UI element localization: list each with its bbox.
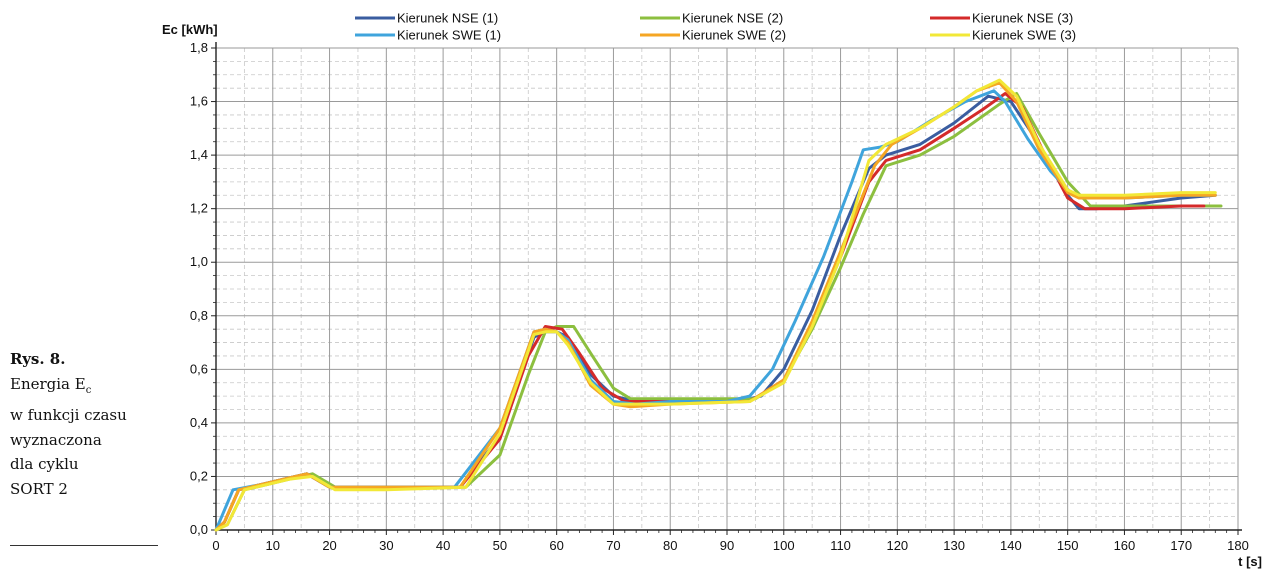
y-tick-label: 0,0	[190, 522, 208, 537]
x-tick-label: 0	[212, 538, 219, 553]
caption-subscript: c	[85, 384, 92, 396]
y-tick-label: 0,2	[190, 468, 208, 483]
x-tick-label: 110	[830, 538, 851, 553]
x-tick-label: 180	[1227, 538, 1249, 553]
x-tick-label: 90	[720, 538, 734, 553]
y-tick-label: 1,6	[190, 94, 208, 109]
legend-label: Kierunek NSE (1)	[397, 11, 498, 26]
x-tick-label: 40	[436, 538, 450, 553]
y-tick-label: 1,2	[190, 201, 208, 216]
y-tick-label: 0,4	[190, 415, 208, 430]
y-tick-label: 1,4	[190, 147, 208, 162]
x-tick-label: 160	[1114, 538, 1136, 553]
x-tick-label: 100	[773, 538, 795, 553]
caption-rule	[10, 545, 158, 546]
x-axis-label: t [s]	[1238, 554, 1262, 569]
legend-label: Kierunek NSE (3)	[972, 11, 1073, 26]
x-tick-label: 80	[663, 538, 677, 553]
x-tick-label: 20	[322, 538, 336, 553]
y-axis-label: Ec [kWh]	[162, 22, 218, 37]
caption-line-1: Energia Ec	[10, 372, 160, 404]
x-tick-label: 150	[1057, 538, 1079, 553]
series-line-2	[214, 92, 1223, 532]
legend-label: Kierunek SWE (3)	[972, 28, 1076, 43]
caption-line-4: dla cyklu	[10, 455, 79, 473]
y-tick-label: 1,0	[190, 254, 208, 269]
caption-line-2: w funkcji czasu	[10, 406, 127, 424]
series-line-1	[214, 94, 1217, 532]
y-tick-label: 1,8	[190, 40, 208, 55]
x-tick-label: 60	[549, 538, 563, 553]
x-tick-label: 140	[1000, 538, 1022, 553]
legend-label: Kierunek SWE (1)	[397, 28, 501, 43]
x-tick-label: 120	[886, 538, 908, 553]
x-tick-label: 130	[943, 538, 965, 553]
series-line-4	[214, 89, 1212, 532]
figure-caption: Rys. 8. Energia Ec w funkcji czasu wyzna…	[10, 347, 160, 546]
x-tick-label: 30	[379, 538, 393, 553]
x-tick-label: 70	[606, 538, 620, 553]
y-tick-label: 0,6	[190, 361, 208, 376]
legend-label: Kierunek NSE (2)	[682, 11, 783, 26]
series-line-6	[214, 78, 1217, 532]
caption-line-1-text: Energia E	[10, 374, 86, 393]
y-tick-label: 0,8	[190, 308, 208, 323]
legend-label: Kierunek SWE (2)	[682, 28, 786, 43]
x-tick-label: 170	[1170, 538, 1192, 553]
x-tick-label: 10	[266, 538, 280, 553]
caption-line-3: wyznaczona	[10, 430, 102, 449]
x-tick-label: 50	[493, 538, 507, 553]
figure-number: Rys. 8.	[10, 350, 66, 368]
caption-line-5: SORT 2	[10, 479, 68, 498]
